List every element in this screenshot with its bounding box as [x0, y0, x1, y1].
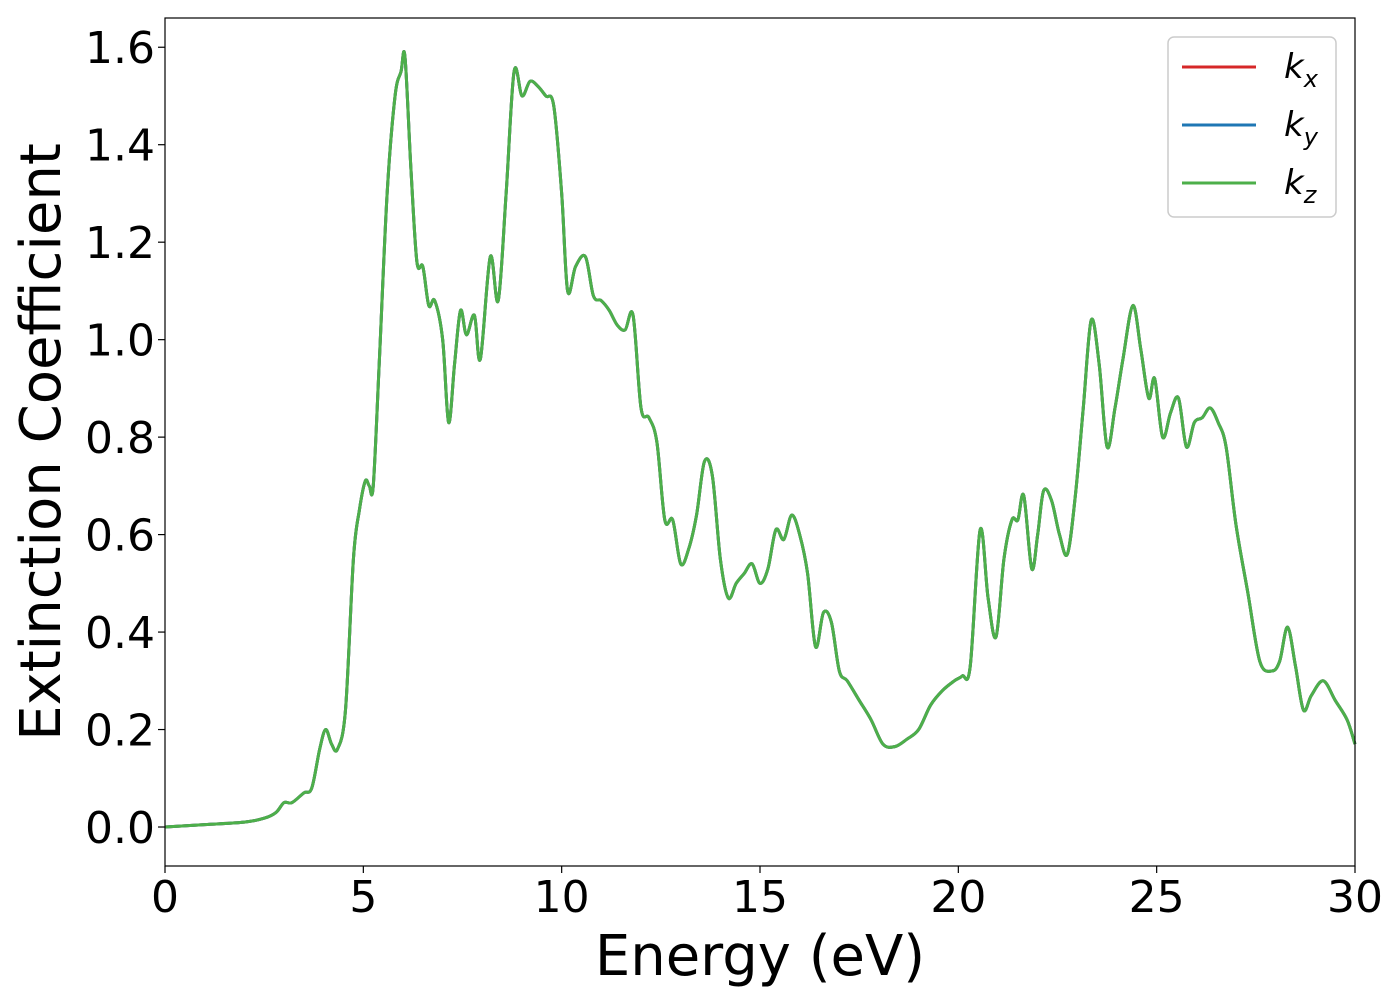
legend-label-kz: kz: [1284, 163, 1318, 209]
legend-label-subscript: z: [1303, 181, 1318, 209]
y-tick-label: 0.6: [85, 511, 155, 562]
x-tick-label: 30: [1327, 872, 1383, 923]
x-tick-label: 0: [151, 872, 179, 923]
y-tick-label: 1.4: [85, 121, 155, 172]
x-axis: 0 5 10 15 20 25 30: [151, 866, 1383, 923]
legend-label-subscript: x: [1303, 65, 1319, 93]
legend-label-kx: kx: [1284, 47, 1319, 93]
x-tick-label: 10: [534, 872, 590, 923]
y-tick-label: 0.8: [85, 413, 155, 464]
x-tick-label: 20: [930, 872, 986, 923]
y-tick-label: 1.2: [85, 218, 155, 269]
x-tick-label: 15: [732, 872, 788, 923]
y-axis: 0.0 0.2 0.4 0.6 0.8 1.0 1.2 1.4 1.6: [85, 23, 165, 854]
y-tick-label: 0.0: [85, 803, 155, 854]
legend-label-subscript: y: [1303, 123, 1319, 151]
legend-label-main: k: [1284, 105, 1305, 145]
series-line-kz: [164, 50, 1357, 829]
y-tick-label: 1.0: [85, 316, 155, 367]
x-tick-label: 5: [349, 872, 377, 923]
legend-label-main: k: [1284, 47, 1305, 87]
y-tick-label: 0.4: [85, 608, 155, 659]
x-tick-label: 25: [1129, 872, 1185, 923]
x-axis-title: Energy (eV): [595, 924, 925, 989]
y-axis-title: Extinction Coefficient: [9, 143, 74, 741]
legend-box: [1167, 36, 1337, 218]
y-tick-label: 1.6: [85, 23, 155, 74]
legend-label-ky: ky: [1284, 105, 1319, 151]
y-tick-label: 0.2: [85, 706, 155, 757]
series-layer: [164, 50, 1357, 829]
legend-label-main: k: [1284, 163, 1305, 203]
